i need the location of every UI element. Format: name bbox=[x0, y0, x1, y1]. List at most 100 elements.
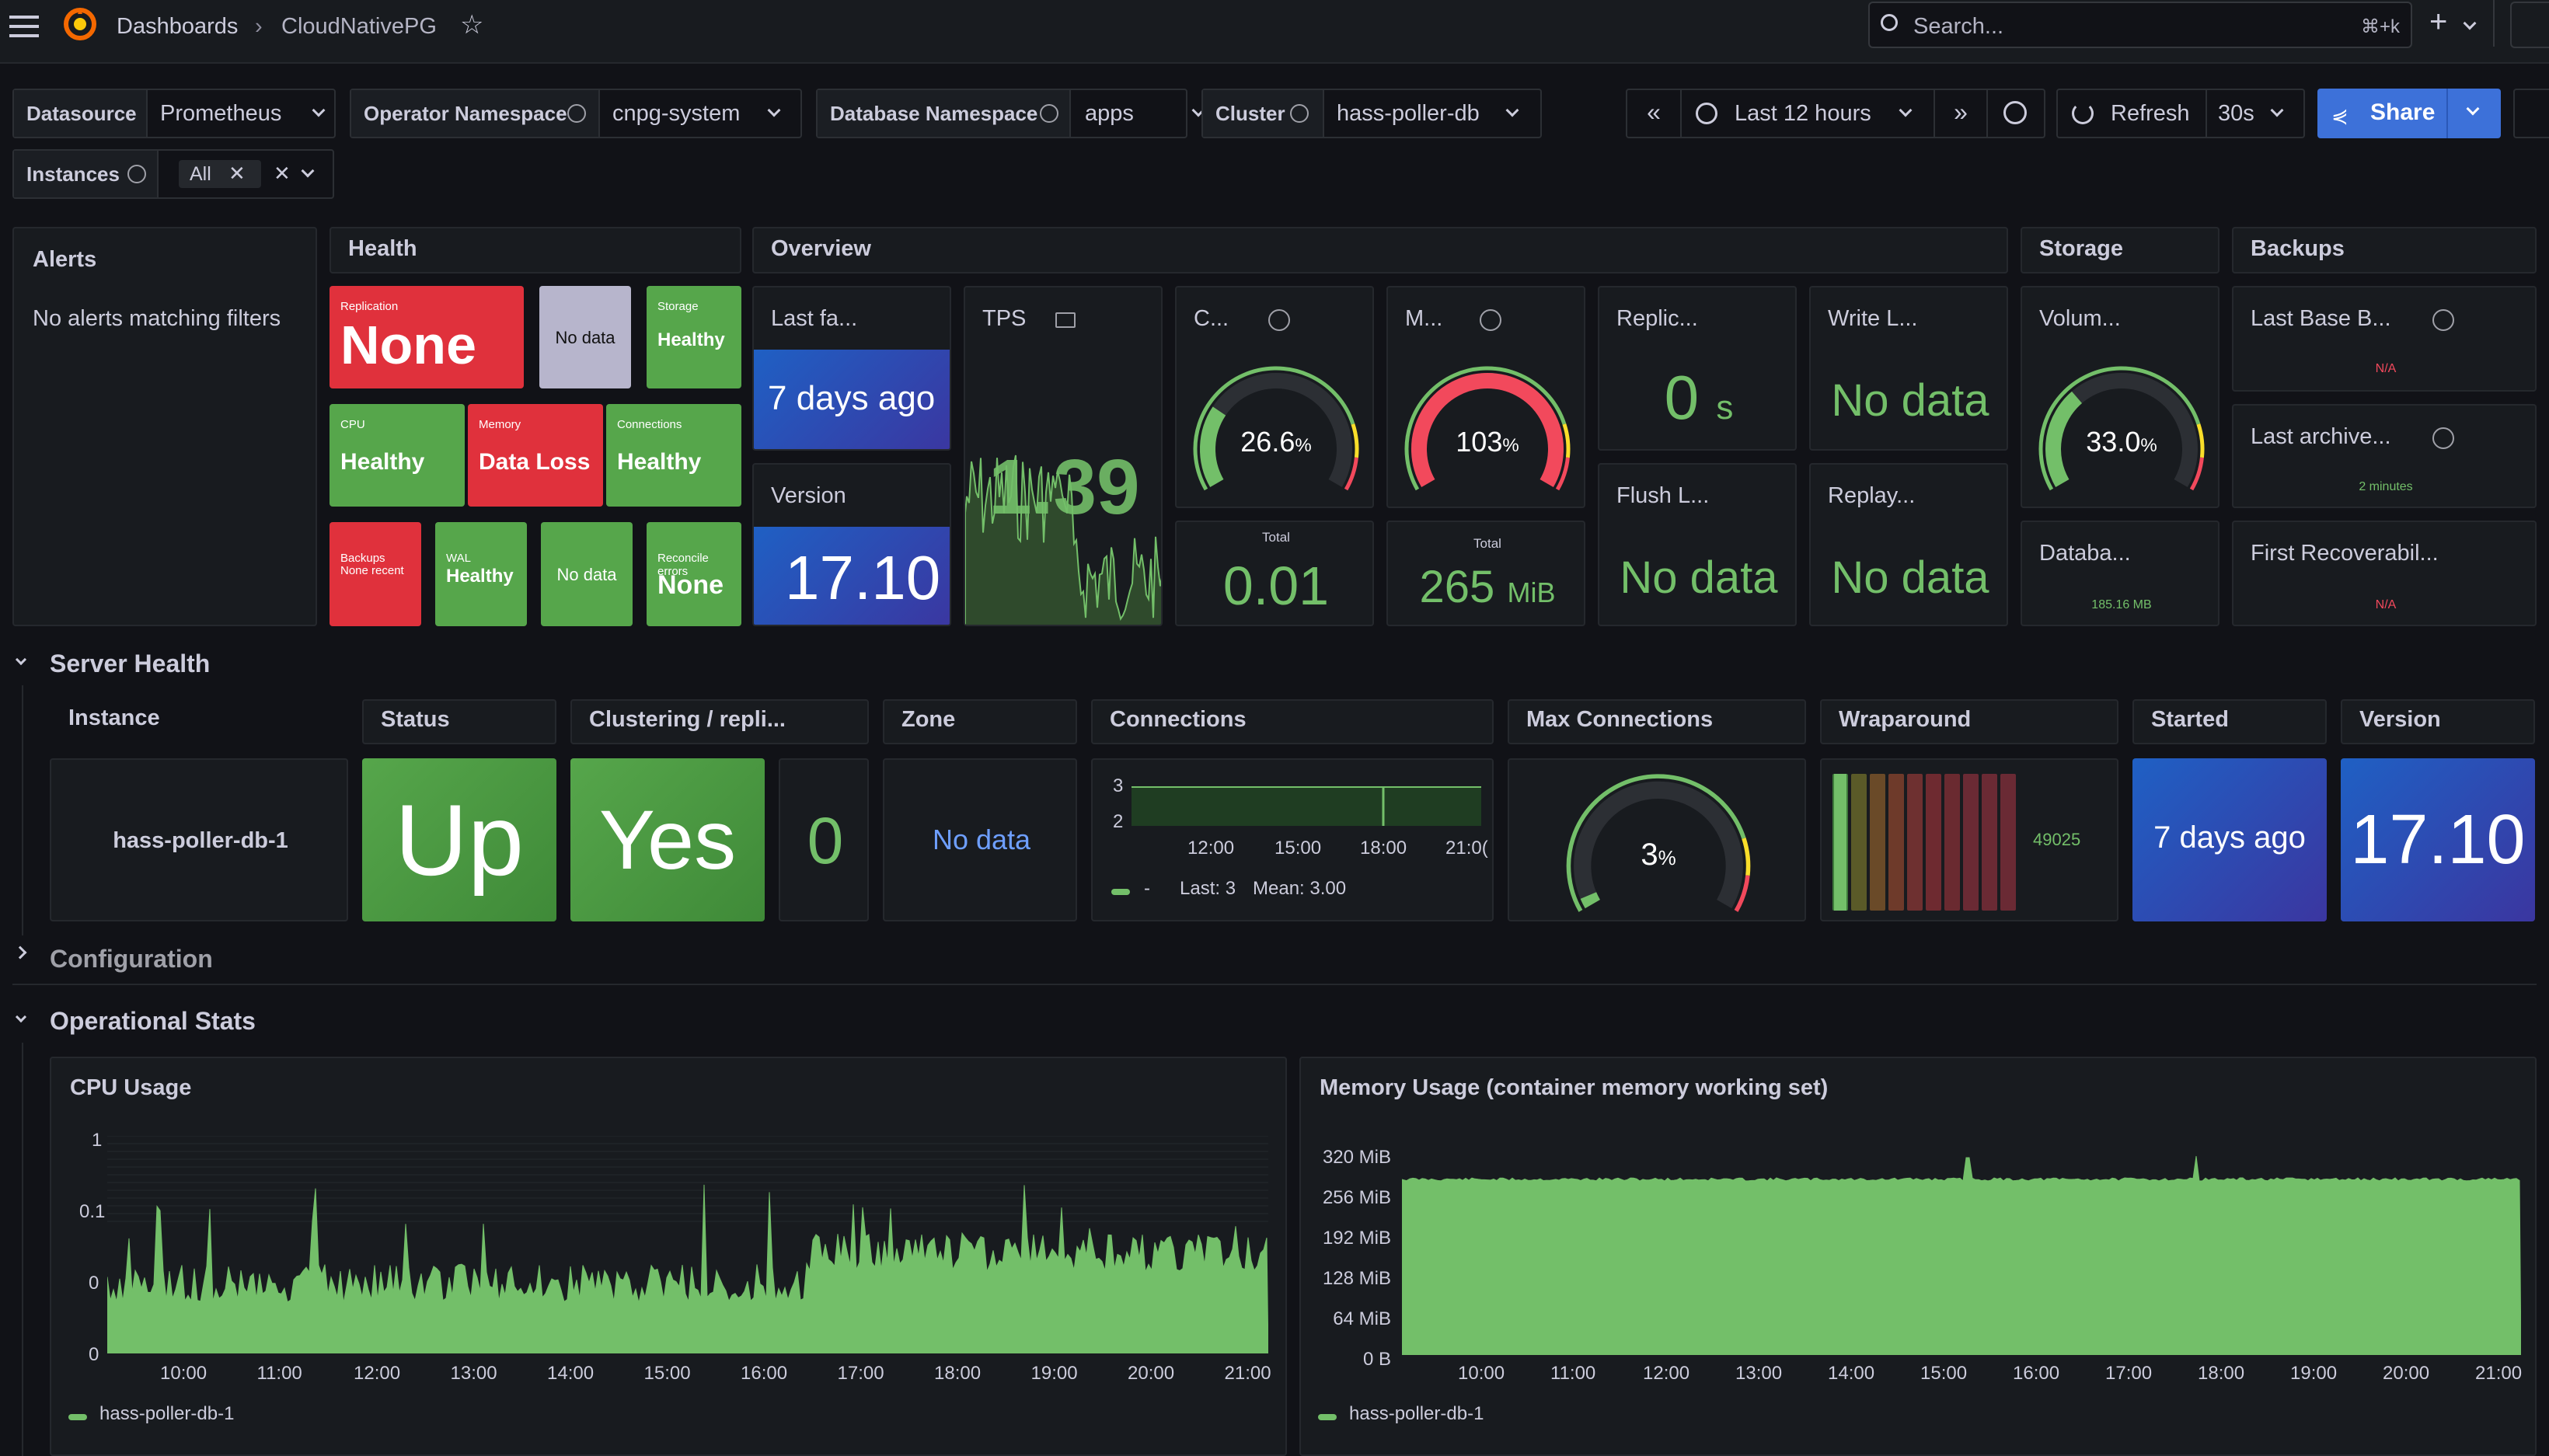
search-icon bbox=[1881, 14, 1898, 31]
replication-lag-title: Replic... bbox=[1616, 306, 1698, 331]
cpu-total-panel: Total 0.01 bbox=[1175, 521, 1374, 626]
share-icon: ⋞ bbox=[2331, 104, 2348, 127]
kiosk-button[interactable] bbox=[2510, 2, 2549, 48]
flush-lag-value: No data bbox=[1620, 552, 1778, 603]
memory-gauge-number: 103 bbox=[1456, 426, 1503, 458]
cpu-gauge-panel: C... 26.6% bbox=[1175, 286, 1374, 508]
data-links-icon[interactable] bbox=[1055, 312, 1076, 328]
grafana-logo-icon[interactable] bbox=[62, 6, 98, 42]
max-connections-gauge bbox=[1566, 774, 1751, 912]
version-panel: Version 17.10 bbox=[752, 463, 951, 626]
info-icon bbox=[567, 104, 586, 123]
operator-namespace-value: cnpg-system bbox=[612, 101, 741, 126]
share-label: Share bbox=[2370, 99, 2436, 125]
gauge-arc bbox=[1411, 373, 1564, 487]
operator-namespace-variable[interactable]: Operator Namespace cnpg-system bbox=[350, 89, 802, 138]
last-archive-title: Last archive... bbox=[2251, 424, 2391, 449]
version-title: Version bbox=[771, 483, 846, 508]
time-range-picker[interactable]: Last 12 hours bbox=[1735, 101, 1871, 126]
memory-usage-title: Memory Usage (container memory working s… bbox=[1320, 1075, 1829, 1100]
health-tile-label: Backups bbox=[340, 552, 385, 565]
time-back-button[interactable]: « bbox=[1627, 90, 1682, 137]
replay-lag-panel: Replay... No data bbox=[1809, 463, 2008, 626]
info-icon[interactable] bbox=[2432, 309, 2454, 331]
cpu-usage-x-tick: 16:00 bbox=[741, 1363, 788, 1384]
add-chevron-down-icon[interactable] bbox=[2463, 16, 2477, 30]
connections-y-tick: 3 bbox=[1113, 775, 1124, 796]
refresh-interval[interactable]: 30s bbox=[2218, 101, 2254, 126]
time-forward-button[interactable]: » bbox=[1934, 90, 1988, 137]
cpu-gauge bbox=[1193, 366, 1359, 491]
memory-usage-x-tick: 21:00 bbox=[2475, 1363, 2523, 1384]
time-controls: « Last 12 hours » bbox=[1626, 89, 2045, 138]
memory-usage-legend-label[interactable]: hass-poller-db-1 bbox=[1349, 1403, 1484, 1424]
operational-stats-row-title[interactable]: Operational Stats bbox=[50, 1007, 256, 1035]
zone-header: Zone bbox=[883, 699, 1077, 744]
version-header-label: Version bbox=[2359, 707, 2441, 732]
gauge-arc bbox=[2045, 391, 2083, 487]
status-cell: Up bbox=[362, 758, 556, 921]
database-namespace-variable[interactable]: Database Namespace apps bbox=[816, 89, 1205, 138]
replication-lag-unit: s bbox=[1716, 388, 1734, 427]
cluster-variable[interactable]: Cluster hass-poller-db bbox=[1201, 89, 1542, 138]
health-tile-label: Storage bbox=[657, 300, 699, 313]
edit-button[interactable] bbox=[2513, 89, 2549, 138]
database-namespace-label: Database Namespace bbox=[818, 90, 1071, 137]
row-collapse-chevron-icon[interactable] bbox=[15, 653, 27, 666]
remove-chip-icon[interactable]: ✕ bbox=[228, 162, 246, 185]
alerts-panel: Alerts No alerts matching filters bbox=[12, 227, 317, 626]
connections-legend-label[interactable]: - bbox=[1144, 878, 1150, 899]
configuration-row-title[interactable]: Configuration bbox=[50, 945, 213, 973]
top-nav-bar: Dashboards › CloudNativePG ☆ Search... ⌘… bbox=[0, 0, 2549, 64]
cpu-usage-panel: CPU Usage 1 0.1 0 0 10:00 11:00 12:00 13:00… bbox=[50, 1057, 1287, 1456]
clear-icon[interactable]: ✕ bbox=[274, 162, 291, 185]
info-icon[interactable] bbox=[1268, 309, 1290, 331]
health-tile-label: Connections bbox=[617, 418, 682, 431]
max-connections-cell: 3% bbox=[1508, 758, 1806, 921]
health-tile: Replication None bbox=[330, 286, 524, 388]
memory-gauge bbox=[1404, 366, 1571, 491]
star-icon[interactable]: ☆ bbox=[460, 10, 484, 40]
memory-total-value: 265 MiB bbox=[1388, 561, 1584, 613]
last-base-backup-title: Last Base B... bbox=[2251, 306, 2391, 331]
datasource-value: Prometheus bbox=[160, 101, 282, 126]
search-input[interactable]: Search... ⌘+k bbox=[1868, 2, 2412, 48]
refresh-button[interactable]: Refresh bbox=[2111, 101, 2190, 126]
cpu-usage-legend-label[interactable]: hass-poller-db-1 bbox=[99, 1403, 235, 1424]
connections-x-tick: 12:00 bbox=[1187, 838, 1235, 859]
zoom-out-icon[interactable] bbox=[2003, 101, 2027, 124]
max-connections-header-label: Max Connections bbox=[1526, 707, 1714, 732]
breadcrumb-dashboards[interactable]: Dashboards bbox=[117, 14, 239, 39]
tps-sparkline bbox=[965, 455, 1161, 625]
share-button[interactable]: ⋞ Share bbox=[2317, 89, 2501, 138]
add-icon[interactable]: + bbox=[2429, 5, 2448, 39]
instance-name[interactable]: hass-poller-db-1 bbox=[113, 828, 288, 853]
search-placeholder: Search... bbox=[1913, 14, 2004, 39]
instances-variable[interactable]: Instances All ✕ ✕ bbox=[12, 149, 334, 199]
connections-legend-last: Last: 3 bbox=[1180, 878, 1236, 899]
cpu-usage-x-tick: 21:00 bbox=[1224, 1363, 1271, 1384]
volume-gauge-unit: % bbox=[2140, 435, 2157, 456]
cpu-usage-x-tick: 18:00 bbox=[934, 1363, 982, 1384]
cpu-usage-x-tick: 14:00 bbox=[547, 1363, 595, 1384]
info-icon[interactable] bbox=[2432, 427, 2454, 449]
instances-chip[interactable]: All ✕ bbox=[179, 160, 261, 188]
memory-usage-x-tick: 10:00 bbox=[1458, 1363, 1505, 1384]
storage-title: Storage bbox=[2039, 236, 2123, 261]
refresh-icon[interactable] bbox=[2072, 103, 2094, 124]
share-chevron-down-icon[interactable] bbox=[2466, 102, 2480, 116]
row-expand-chevron-icon[interactable] bbox=[13, 946, 27, 960]
health-tile-value: None recent bbox=[340, 564, 404, 577]
row-collapse-chevron-icon[interactable] bbox=[15, 1011, 27, 1023]
memory-total-label: Total bbox=[1473, 536, 1501, 551]
menu-icon[interactable] bbox=[9, 16, 39, 37]
connections-x-tick: 15:00 bbox=[1274, 838, 1322, 859]
datasource-variable[interactable]: Datasource Prometheus bbox=[12, 89, 336, 138]
server-health-row-title[interactable]: Server Health bbox=[50, 650, 211, 677]
row-divider bbox=[12, 984, 2537, 985]
info-icon[interactable] bbox=[1480, 309, 1501, 331]
memory-usage-x-tick: 20:00 bbox=[2383, 1363, 2430, 1384]
started-header: Started bbox=[2132, 699, 2327, 744]
first-recoverability-title: First Recoverabil... bbox=[2251, 541, 2439, 566]
wraparound-segment bbox=[1851, 774, 1867, 911]
